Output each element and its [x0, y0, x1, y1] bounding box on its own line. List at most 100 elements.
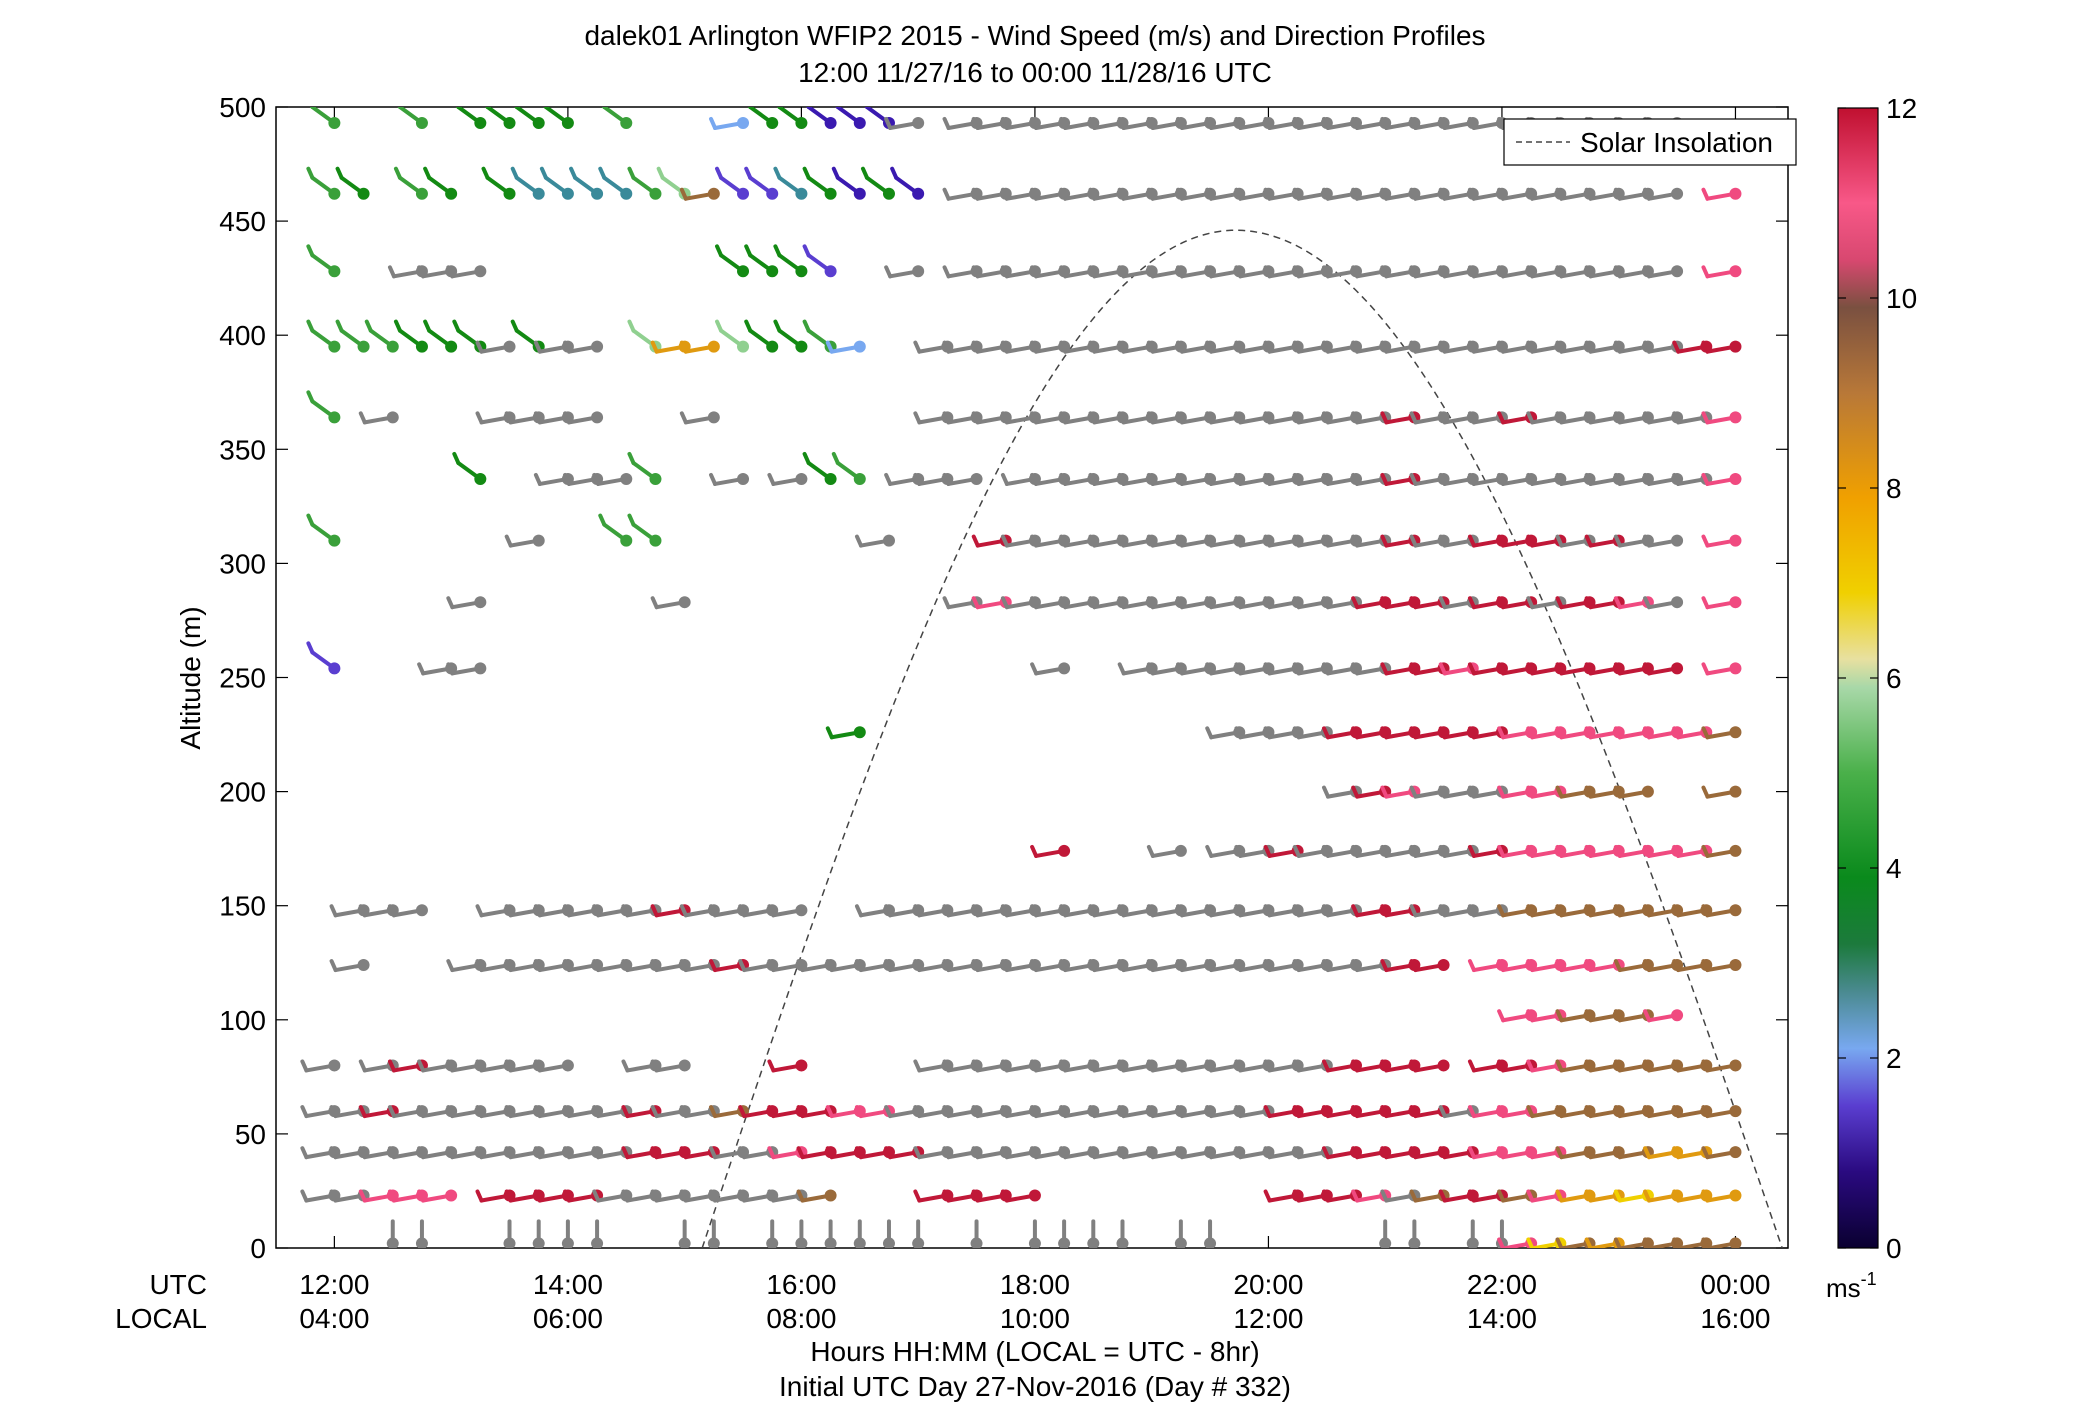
wind-barb-flag [592, 472, 601, 486]
wind-barb-flag [1322, 472, 1330, 486]
wind-barb-flag [1555, 187, 1564, 201]
wind-barb-point [620, 472, 633, 485]
wind-barb-flag [1000, 959, 1009, 973]
wind-barb-flag [446, 596, 455, 610]
wind-barb-flag [300, 1189, 309, 1203]
wind-barb-flag [1380, 1146, 1389, 1160]
wind-barb-point [532, 1237, 545, 1248]
wind-barb-point [445, 340, 458, 353]
wind-barb-flag [1263, 844, 1272, 858]
wind-barbs-layer [300, 107, 1742, 1248]
wind-barb-flag [1380, 411, 1389, 425]
wind-barb-flag [417, 1146, 426, 1160]
wind-barb-flag [1438, 411, 1447, 425]
wind-barb-point [561, 1237, 574, 1248]
wind-barb-flag [738, 959, 747, 973]
wind-barb-flag [329, 1105, 338, 1119]
wind-barb-point [707, 411, 720, 424]
wind-barb-flag [475, 1189, 484, 1203]
wind-barb-flag [1497, 472, 1506, 486]
wind-barb [835, 107, 866, 129]
wind-barb-point [445, 187, 458, 200]
wind-barb-point [357, 340, 370, 353]
wind-barb-flag [1263, 596, 1272, 610]
wind-barb [715, 166, 750, 200]
wind-barb [423, 319, 458, 353]
wind-barb-flag [1526, 472, 1535, 486]
wind-barb-flag [1584, 1237, 1593, 1248]
wind-barb-flag [1555, 959, 1564, 973]
wind-barb-flag [1351, 472, 1360, 486]
wind-barb-flag [744, 166, 753, 180]
wind-barb [1701, 959, 1742, 973]
wind-barb-flag [1088, 596, 1097, 610]
wind-barb-flag [1467, 472, 1476, 486]
wind-barb-flag [796, 1105, 805, 1119]
wind-barb-flag [1117, 187, 1126, 201]
wind-barb [824, 1219, 837, 1248]
wind-barb-flag [306, 166, 315, 180]
wind-barb-flag [1497, 844, 1506, 858]
wind-barb-flag [306, 641, 315, 655]
wind-barb-flag [1322, 596, 1330, 610]
wind-barb-flag [1146, 596, 1155, 610]
wind-barb-point [1729, 1059, 1742, 1072]
wind-barb-flag [1030, 1059, 1039, 1073]
wind-barb [1174, 1219, 1187, 1248]
wind-barb-flag [1380, 187, 1389, 201]
wind-barb [1087, 1219, 1100, 1248]
wind-barb-flag [1380, 904, 1389, 918]
local-tick-label: 10:00 [1000, 1303, 1070, 1334]
solar-insolation-layer [701, 229, 1783, 1248]
wind-barb-flag [563, 1189, 572, 1203]
wind-barb-flag [1146, 411, 1155, 425]
wind-barb-flag [1497, 187, 1506, 201]
wind-barb-point [766, 265, 779, 278]
wind-barb-flag [1643, 340, 1652, 354]
wind-barb-flag [1117, 596, 1126, 610]
wind-barb-flag [1351, 411, 1360, 425]
wind-barb-flag [1497, 1059, 1506, 1073]
wind-barb-flag [942, 265, 951, 279]
wind-barb-flag [1117, 116, 1126, 130]
wind-barb-flag [1205, 844, 1214, 858]
wind-barb-flag [679, 1146, 688, 1160]
wind-barb-flag [1584, 534, 1593, 548]
wind-barb-flag [1584, 785, 1593, 799]
wind-barb-flag [1263, 1059, 1272, 1073]
wind-barb-flag [1613, 340, 1622, 354]
wind-barb-flag [1409, 340, 1418, 354]
wind-barb-flag [1526, 534, 1535, 548]
y-tick-label: 50 [235, 1119, 266, 1150]
wind-barb-flag [1584, 662, 1593, 676]
wind-barb-flag [1497, 411, 1506, 425]
wind-barb [715, 244, 750, 278]
wind-barb-flag [1088, 116, 1097, 130]
wind-barb-flag [446, 1146, 455, 1160]
wind-barb-flag [1088, 1059, 1097, 1073]
wind-barb-flag [831, 166, 840, 180]
wind-barb [744, 166, 779, 200]
wind-barb-flag [1526, 844, 1535, 858]
wind-barb-flag [1234, 1146, 1243, 1160]
wind-barb-flag [715, 166, 724, 180]
wind-barb [1000, 1189, 1041, 1203]
wind-barb-flag [423, 319, 432, 333]
wind-barb-flag [452, 451, 461, 465]
wind-barb [795, 1219, 808, 1248]
wind-barb-flag [942, 411, 951, 425]
wind-barb-flag [329, 959, 338, 973]
wind-barb [744, 244, 779, 278]
wind-barb-flag [1234, 472, 1243, 486]
wind-barb-flag [1555, 844, 1564, 858]
chart-subtitle: 12:00 11/27/16 to 00:00 11/28/16 UTC [798, 57, 1272, 88]
wind-barb-flag [1000, 265, 1009, 279]
wind-barb [503, 1219, 516, 1248]
wind-barb-flag [306, 513, 315, 527]
wind-barb-flag [650, 904, 659, 918]
wind-barb-flag [942, 1146, 951, 1160]
wind-barb [679, 411, 720, 425]
solar-insolation-curve [701, 229, 1783, 1248]
wind-barb [1701, 187, 1742, 201]
colorbar: 0 2 4 6 8 10 12 ms-1 [1826, 93, 1917, 1303]
